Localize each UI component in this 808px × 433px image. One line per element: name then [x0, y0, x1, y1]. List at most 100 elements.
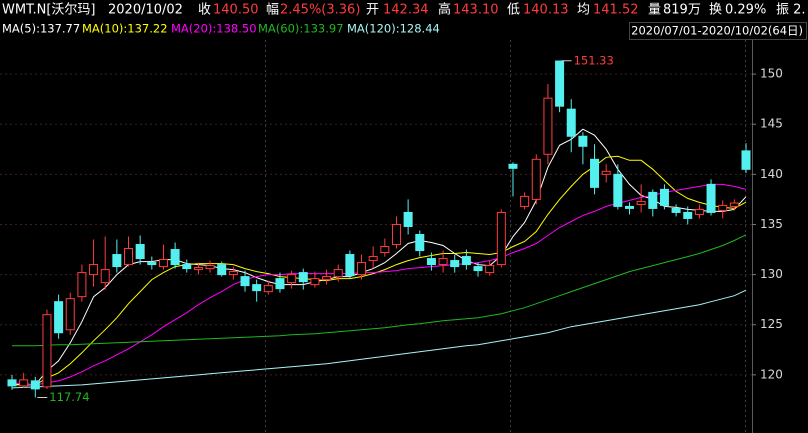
header-item: 均: [577, 3, 590, 18]
candle-body: [543, 97, 553, 155]
candle-body: [42, 314, 52, 388]
candle-body: [729, 202, 739, 207]
candle-body: [415, 233, 425, 252]
candle-body: [54, 301, 64, 334]
candle-body: [531, 158, 541, 200]
candle-body: [345, 254, 355, 277]
candle-body: [520, 195, 530, 207]
candle-body: [601, 170, 611, 175]
header-item: 0.29%: [725, 3, 766, 18]
legend-item: MA(120):128.44: [347, 22, 440, 36]
candle-body: [671, 207, 681, 213]
y-tick-label: 130: [760, 267, 783, 281]
candle-body: [636, 200, 646, 205]
candle-body: [298, 272, 308, 283]
candle-body: [461, 256, 471, 266]
candle-body: [263, 285, 273, 293]
candle-body: [30, 380, 40, 390]
header-item: 高: [438, 2, 451, 18]
header-item: 量: [648, 3, 661, 18]
candle-body: [193, 267, 203, 271]
candle-body: [357, 262, 367, 276]
candle-body: [182, 264, 192, 270]
ma-line: [11, 128, 747, 386]
candle-body: [147, 262, 157, 266]
header-item: 低: [507, 3, 520, 18]
candle-body: [252, 284, 262, 292]
candle-body: [65, 298, 75, 331]
header-item: 2.45%(3.36): [280, 3, 360, 18]
y-tick-label: 120: [760, 367, 783, 381]
y-tick-label: 145: [760, 117, 783, 131]
candle-body: [659, 188, 669, 206]
candle-body: [485, 265, 495, 274]
header-item: 振 2.: [776, 3, 806, 18]
ma-line: [12, 234, 747, 347]
candle-body: [555, 60, 565, 107]
candle-body: [706, 183, 716, 213]
candle-body: [624, 205, 634, 209]
candle-body: [89, 264, 99, 276]
header-item: 开: [366, 3, 379, 18]
header-item: 142.34: [383, 3, 429, 18]
candle-body: [590, 158, 600, 188]
candle-body: [228, 271, 238, 276]
candle-body: [578, 135, 588, 147]
candle-body: [648, 191, 658, 209]
header-item: WMT.N[沃尔玛]: [2, 3, 95, 18]
candle-body: [333, 269, 343, 278]
candle-body: [170, 249, 180, 266]
header-item: 幅: [266, 3, 279, 18]
header-item: 140.50: [213, 3, 259, 18]
candle-body: [718, 204, 728, 211]
candle-body: [403, 211, 413, 227]
candle-body: [683, 211, 693, 219]
candle-body: [205, 265, 215, 270]
candle-body: [473, 266, 483, 272]
y-tick-label: 150: [760, 67, 783, 81]
ma-line: [11, 183, 747, 386]
candle-body: [100, 269, 110, 284]
candle-body: [217, 264, 227, 276]
candle-body: [124, 248, 134, 266]
legend-item: MA(20):138.50: [171, 22, 257, 36]
candle-body: [613, 173, 623, 207]
annotation-label: 151.33: [574, 53, 614, 67]
candle-body: [77, 272, 87, 298]
y-tick-label: 140: [760, 167, 783, 181]
candle-body: [391, 223, 401, 246]
candle-body: [310, 278, 320, 286]
candle-body: [112, 254, 122, 268]
annotation-label: 117.74: [49, 390, 89, 404]
ma-line: [11, 289, 747, 389]
candle-body: [741, 150, 751, 170]
candle-body: [566, 108, 576, 137]
range-box: [629, 22, 807, 40]
range-label: 2020/07/01-2020/10/02(64日): [631, 24, 803, 38]
candle-body: [450, 260, 460, 268]
header-item: 819万: [663, 3, 701, 18]
header-item: 140.13: [523, 3, 569, 18]
candle-body: [496, 211, 506, 266]
y-tick-label: 125: [760, 317, 783, 331]
candle-body: [508, 163, 518, 169]
candle-body: [158, 259, 168, 268]
header-item: 141.52: [593, 3, 639, 18]
header-item: 2020/10/02: [108, 3, 183, 18]
candle-body: [380, 246, 390, 254]
header-item: 143.10: [453, 3, 499, 18]
candle-body: [426, 258, 436, 266]
candle-body: [19, 379, 29, 387]
candle-body: [7, 379, 17, 387]
legend-item: MA(60):133.97: [258, 22, 344, 36]
y-tick-label: 135: [760, 217, 783, 231]
legend-item: MA(5):137.77: [2, 22, 80, 36]
candle-body: [287, 274, 297, 284]
candle-body: [438, 258, 448, 266]
candle-body: [368, 256, 378, 262]
candle-body: [322, 276, 332, 281]
header-item: 换: [709, 3, 722, 18]
candle-body: [275, 278, 285, 290]
